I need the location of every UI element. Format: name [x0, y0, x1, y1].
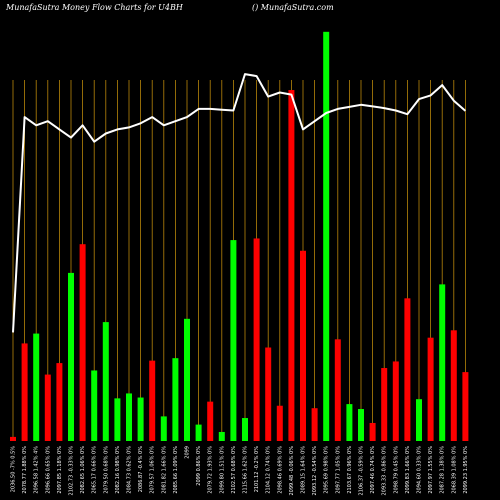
money-flow-bar	[21, 343, 28, 441]
money-flow-bar	[346, 404, 353, 441]
x-tick-label: 2101.12 -0.2% 0%	[254, 446, 260, 493]
money-flow-bar	[114, 398, 121, 441]
money-flow-bar	[10, 436, 16, 441]
price-line	[12, 73, 467, 333]
money-flow-bar	[334, 339, 341, 441]
money-flow-bar	[79, 244, 86, 441]
money-flow-bar	[369, 422, 376, 441]
money-flow-bar	[230, 240, 237, 441]
x-tick-label: 2099	[185, 446, 191, 459]
x-tick-label: 2065.17 0.66% 0%	[92, 446, 98, 494]
money-flow-bar	[149, 360, 156, 441]
x-tick-label: 2099.80 1.51% 0%	[219, 446, 225, 494]
money-flow-bar	[311, 408, 318, 441]
money-flow-bar	[102, 322, 109, 441]
money-flow-bar	[276, 405, 283, 441]
x-tick-label: 2104.12 0.74% 0%	[266, 446, 272, 494]
x-tick-label: 2106.37 -0.59% 0%	[359, 446, 365, 496]
x-tick-label: 2097.85 1.18% 0%	[57, 446, 63, 494]
x-tick-label: 2097.46 0.74% 0%	[370, 446, 376, 494]
money-flow-bar	[288, 90, 295, 441]
money-flow-bar	[126, 393, 132, 441]
money-flow-bar	[56, 363, 63, 441]
money-flow-bar	[416, 399, 422, 441]
money-flow-bar	[404, 298, 411, 441]
money-flow-bar	[358, 409, 364, 441]
x-tick-label: 2098.46 0.69% 0%	[277, 446, 283, 494]
money-flow-bar	[462, 372, 469, 441]
x-tick-label: 2081.82 1.66% 0%	[161, 446, 167, 494]
money-flow-bar	[242, 418, 248, 441]
x-tick-label: 2085.66 1.09% 0%	[173, 446, 179, 494]
x-tick-label: 2096.66 0.65% 0%	[45, 446, 51, 494]
x-tick-label: 2078.77 1.88% 0%	[22, 446, 28, 494]
x-tick-label: 2103.67 0.96% 0%	[347, 446, 353, 494]
money-flow-bar	[137, 397, 144, 441]
money-flow-bar	[218, 431, 225, 441]
money-flow-bar	[172, 358, 179, 441]
money-flow-bar	[300, 250, 306, 441]
x-tick-label: 2099 0.86% 0%	[196, 446, 202, 486]
x-tick-label: 2082.16 0.98% 0%	[115, 446, 121, 494]
site-credit: () MunafaSutra.com	[252, 3, 334, 12]
x-tick-label: 2084.73 0.62% 0%	[127, 446, 133, 494]
money-flow-bar	[184, 318, 190, 441]
x-tick-label: 2082.65 1.06% 0%	[80, 446, 86, 494]
chart-title: MunafaSutra Money Flow Charts for U4BH	[6, 3, 183, 12]
money-flow-bar	[207, 401, 214, 441]
money-flow-bar	[91, 370, 98, 441]
money-flow-bar	[323, 31, 330, 441]
x-tick-label: 2093.12 -0.54% 0%	[312, 446, 318, 496]
money-flow-bar	[392, 361, 399, 441]
money-flow-bar	[450, 330, 457, 441]
x-tick-label: 2099.48 -0.06% 0%	[289, 446, 295, 496]
x-tick-label: 2079.50 0.68% 0%	[103, 446, 109, 494]
money-flow-bar	[439, 284, 446, 441]
money-flow-bar	[253, 238, 260, 441]
x-tick-label: 2102.57 0.68% 0%	[231, 446, 237, 494]
x-tick-label: 2086.87 -0.4% 0%	[138, 446, 144, 493]
x-axis-labels: 2036.50 -7% 0.5% 2078.77 1.88% 0% 2096.58 …	[11, 446, 469, 496]
x-tick-label: 2094.60 0.33% 0%	[417, 446, 423, 494]
money-flow-bar	[33, 333, 40, 441]
x-tick-label: 2068.39 1.08% 0%	[451, 446, 457, 494]
x-tick-label: 2097.77 1.05% 0%	[335, 446, 341, 494]
money-flow-bar	[160, 416, 167, 441]
money-flow-bar	[381, 368, 388, 441]
money-flow-bar	[195, 424, 202, 441]
money-flow-bar	[44, 374, 51, 441]
x-tick-label: 2102.73 -0.33% 0%	[69, 446, 75, 496]
money-flow-bar	[427, 337, 434, 441]
money-flow-bars	[10, 31, 469, 441]
x-tick-label: 2099.83 1.66% 0%	[405, 446, 411, 494]
x-tick-label: 2099.23 1.95% 0%	[463, 446, 469, 494]
x-tick-label: 2079.57 1.06% 0%	[150, 446, 156, 494]
x-tick-label: 2093.33 -0.86% 0%	[382, 446, 388, 496]
x-tick-label: 2089.15 1.64% 0%	[301, 446, 307, 494]
x-tick-label: 2115.66 1.62% 0%	[243, 446, 249, 494]
x-tick-label: 2098.79 0.45% 0%	[393, 446, 399, 494]
money-flow-bar	[265, 347, 272, 441]
x-tick-label: 2036.50 -7% 0.5%	[11, 446, 17, 493]
x-tick-label: 2095.69 0.98% 0%	[324, 446, 330, 494]
x-tick-label: 2087.28 1.38% 0%	[440, 446, 446, 494]
price-line-path	[12, 73, 467, 333]
x-tick-label: 2096.58 1.42% 4%	[34, 446, 40, 494]
x-tick-label: 2097.97 1.55% 0%	[428, 446, 434, 494]
x-tick-label: 2079.72 1.93% 0%	[208, 446, 214, 494]
money-flow-bar	[68, 272, 74, 441]
